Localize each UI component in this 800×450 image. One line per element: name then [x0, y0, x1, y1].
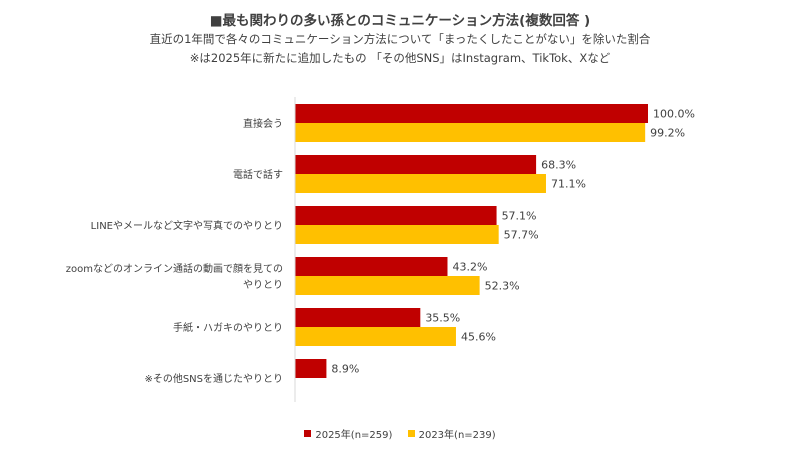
data-label: 68.3%: [541, 159, 576, 172]
bar-2023: [295, 123, 646, 142]
bar-2025: [295, 359, 327, 378]
data-label: 52.3%: [485, 280, 520, 293]
chart-titles: ■最も関わりの多い孫とのコミュニケーション方法(複数回答 ) 直近の1年間で各々…: [0, 12, 800, 68]
legend-label-2023: 2023年(n=239): [418, 430, 496, 441]
category-label: 直接会う: [243, 117, 283, 130]
bar-2023: [295, 225, 499, 244]
category-label: LINEやメールなど文字や写真でのやりとり: [91, 219, 283, 232]
chart-subtitle: 直近の1年間で各々のコミュニケーション方法について「まったくしたことがない」を除…: [149, 32, 651, 46]
data-label: 35.5%: [425, 312, 460, 325]
legend-item-2025: 2025年(n=259): [304, 426, 392, 441]
bar-2023: [295, 327, 456, 346]
legend-item-2023: 2023年(n=239): [407, 426, 496, 441]
legend-swatch-2023: [407, 430, 415, 437]
data-label: 43.2%: [452, 261, 487, 274]
legend-swatch-2025: [304, 430, 312, 437]
data-label: 8.9%: [331, 363, 359, 376]
category-label: 電話で話す: [233, 168, 283, 181]
category-label: 手紙・ハガキのやりとり: [173, 321, 283, 334]
data-label: 57.7%: [504, 229, 539, 242]
data-label: 100.0%: [653, 108, 695, 121]
data-label: 99.2%: [650, 127, 685, 140]
data-label: 57.1%: [502, 210, 537, 223]
category-label: ※その他SNSを通じたやりとり: [144, 372, 283, 385]
category-label: zoomなどのオンライン通話の動画で顔を見てのやりとり: [66, 262, 283, 291]
bar-2025: [295, 155, 537, 174]
chart-title: ■最も関わりの多い孫とのコミュニケーション方法(複数回答 ): [209, 13, 591, 29]
bar-2025: [295, 257, 448, 276]
legend-label-2025: 2025年(n=259): [315, 430, 393, 441]
bar-2025: [295, 104, 648, 123]
bar-2025: [295, 308, 421, 327]
data-label: 45.6%: [461, 331, 496, 344]
legend: 2025年(n=259) 2023年(n=239): [0, 426, 800, 441]
bar-2023: [295, 174, 546, 193]
bar-2025: [295, 206, 497, 225]
chart-note: ※は2025年に新たに追加したもの 「その他SNS」はInstagram、Tik…: [189, 51, 611, 65]
bar-2023: [295, 276, 480, 295]
data-label: 71.1%: [551, 178, 586, 191]
